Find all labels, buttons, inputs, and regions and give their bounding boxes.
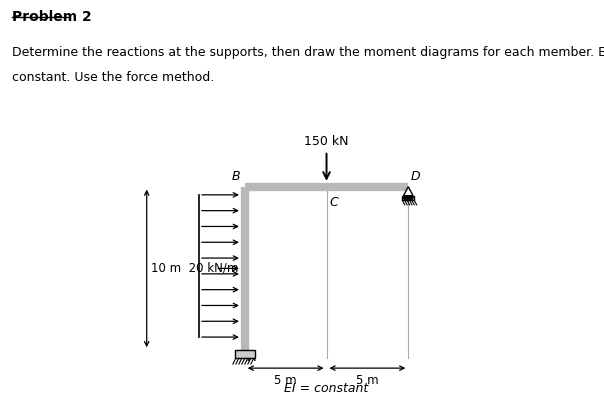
Text: 5 m: 5 m <box>356 374 379 387</box>
Text: D: D <box>411 170 420 183</box>
Bar <box>402 196 414 200</box>
Circle shape <box>410 196 413 200</box>
Text: Determine the reactions at the supports, then draw the moment diagrams for each : Determine the reactions at the supports,… <box>12 46 604 59</box>
Text: 5 m: 5 m <box>274 374 297 387</box>
Polygon shape <box>403 187 413 196</box>
Text: 10 m  20 kN/m: 10 m 20 kN/m <box>151 262 238 275</box>
Bar <box>235 350 255 358</box>
Text: A: A <box>248 351 257 364</box>
Text: 150 kN: 150 kN <box>304 135 349 148</box>
Text: EI = constant: EI = constant <box>284 382 368 395</box>
Circle shape <box>406 196 410 200</box>
Text: C: C <box>330 196 338 209</box>
Circle shape <box>403 196 406 200</box>
Text: Problem 2: Problem 2 <box>12 10 92 24</box>
Text: constant. Use the force method.: constant. Use the force method. <box>12 71 214 84</box>
Text: B: B <box>232 170 241 183</box>
